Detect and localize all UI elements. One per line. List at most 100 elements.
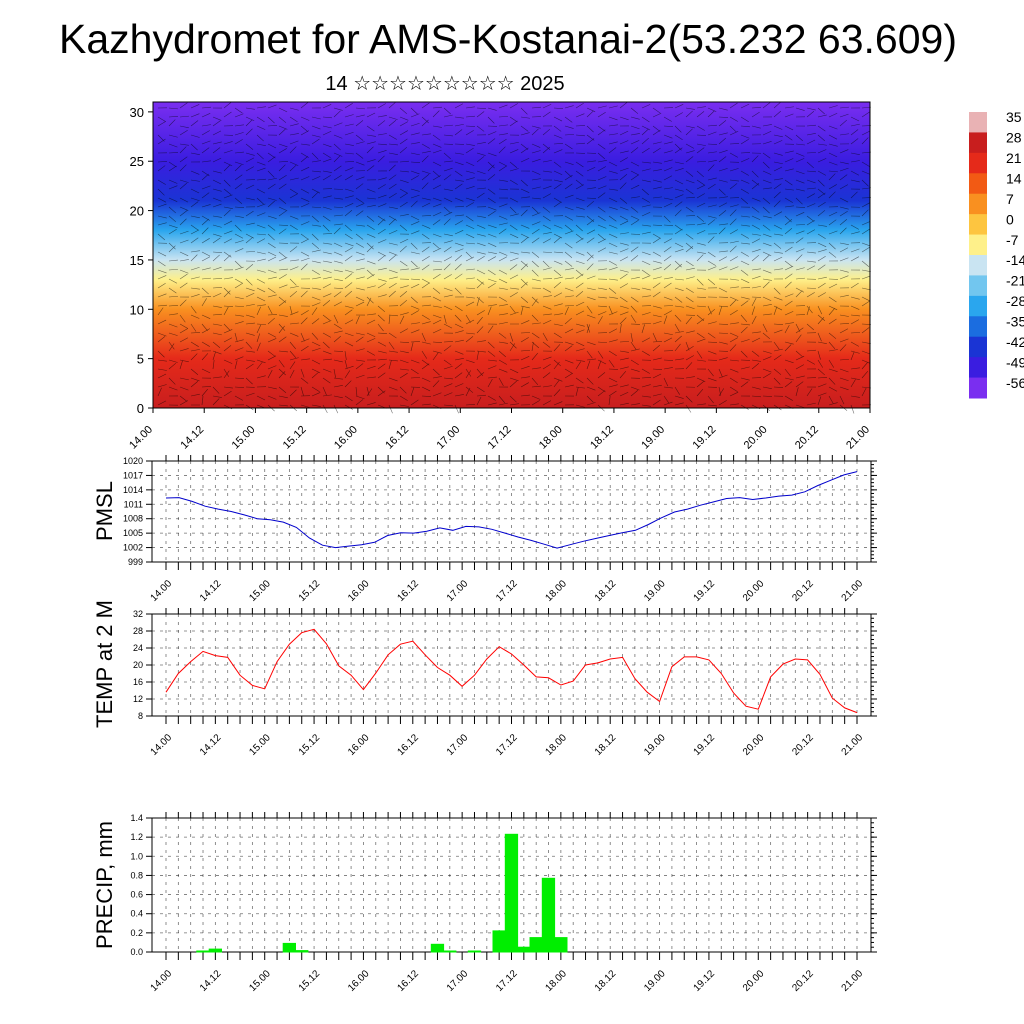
wind-barb	[322, 300, 331, 307]
wind-barb	[289, 389, 297, 397]
wind-barb	[432, 242, 440, 250]
wind-barb	[421, 321, 431, 325]
wind-barb	[861, 151, 871, 154]
wind-barb	[729, 344, 737, 352]
wind-barb	[641, 322, 651, 325]
wind-barb	[707, 377, 717, 382]
wind-barb	[168, 305, 178, 307]
wind-barb	[751, 315, 757, 325]
wind-barb	[806, 187, 816, 190]
wind-barb	[784, 368, 791, 377]
wind-barb	[300, 176, 310, 181]
wind-barb	[839, 184, 849, 190]
wind-barb	[817, 341, 827, 345]
y-tick-label: 1017	[123, 470, 143, 480]
wind-barb	[652, 332, 657, 342]
wind-barb	[388, 143, 398, 146]
wind-barb	[641, 116, 650, 123]
chart-subtitle: 14 ☆☆☆☆☆☆☆☆☆ 2025	[325, 73, 565, 95]
wind-barb	[608, 339, 618, 343]
wind-barb	[168, 287, 177, 294]
wind-barb	[388, 116, 398, 120]
wind-barb	[443, 345, 452, 352]
x-tick-label: 18.00	[544, 578, 570, 604]
wind-barb	[817, 305, 823, 315]
wind-barb	[751, 268, 761, 271]
wind-barb	[421, 202, 431, 208]
wind-barb	[179, 377, 189, 381]
wind-barb	[344, 370, 351, 379]
wind-barb	[740, 179, 750, 184]
wind-barb	[201, 113, 211, 118]
wind-barb	[267, 233, 275, 241]
wind-barb	[498, 146, 506, 154]
wind-barb	[410, 188, 420, 192]
wind-barb	[300, 263, 308, 271]
wind-barb	[630, 219, 639, 226]
wind-barb	[707, 164, 715, 172]
wind-barb	[476, 394, 486, 397]
wind-barb	[212, 313, 222, 316]
wind-barb	[377, 267, 387, 271]
wind-barb	[696, 134, 707, 136]
wind-barb	[223, 323, 231, 331]
wind-barb	[278, 336, 287, 343]
wind-barb	[773, 211, 783, 217]
wind-barb	[795, 197, 803, 205]
wind-barb	[256, 233, 266, 236]
wind-barb	[234, 151, 244, 154]
colorbar-swatch	[969, 377, 987, 399]
wind-barb	[828, 173, 836, 181]
precip-bar	[529, 937, 543, 953]
wind-barb	[751, 306, 756, 316]
wind-barb	[322, 332, 332, 338]
wind-barb	[817, 264, 826, 271]
wind-barb	[454, 305, 463, 312]
wind-barb	[190, 323, 197, 332]
wind-barb	[641, 350, 650, 356]
wind-barb	[597, 287, 607, 290]
wind-barb	[817, 158, 827, 163]
wind-barb	[531, 197, 541, 200]
wind-barb	[784, 359, 794, 364]
wind-barb	[806, 265, 816, 271]
wind-barb	[674, 179, 684, 185]
wind-barb	[168, 197, 178, 202]
wind-barb	[157, 307, 164, 316]
wind-barb	[696, 215, 705, 222]
colorbar-swatch	[969, 336, 987, 358]
wind-barb	[696, 377, 706, 382]
wind-barb	[663, 150, 673, 154]
wind-barb	[399, 404, 409, 407]
wind-barb	[762, 296, 772, 302]
wind-barb	[520, 278, 528, 286]
wind-barb	[212, 116, 222, 121]
wind-barb	[608, 390, 617, 397]
wind-barb	[773, 287, 781, 295]
wind-barb	[575, 251, 585, 256]
wind-barb	[806, 388, 813, 397]
wind-barb	[542, 170, 552, 173]
wind-barb	[674, 305, 684, 308]
wind-barb	[619, 311, 629, 316]
wind-barb	[344, 305, 354, 309]
wind-barb	[377, 255, 386, 262]
wind-barb	[795, 355, 805, 361]
wind-barb	[839, 106, 849, 109]
wind-barb	[564, 345, 573, 352]
wind-barb	[773, 341, 780, 350]
wind-barb	[850, 282, 859, 289]
precip-ylabel: PRECIP, mm	[92, 821, 117, 949]
wind-barb	[795, 212, 805, 217]
wind-barb	[652, 186, 662, 190]
wind-barb	[850, 138, 859, 145]
wind-barb	[586, 402, 596, 406]
wind-barb	[784, 324, 790, 334]
wind-barb	[630, 348, 640, 352]
wind-barb	[773, 242, 782, 249]
wind-barb	[366, 319, 376, 325]
wind-barb	[388, 314, 398, 317]
wind-barb	[685, 143, 695, 149]
wind-barb	[817, 255, 826, 262]
wind-barb	[784, 179, 793, 186]
